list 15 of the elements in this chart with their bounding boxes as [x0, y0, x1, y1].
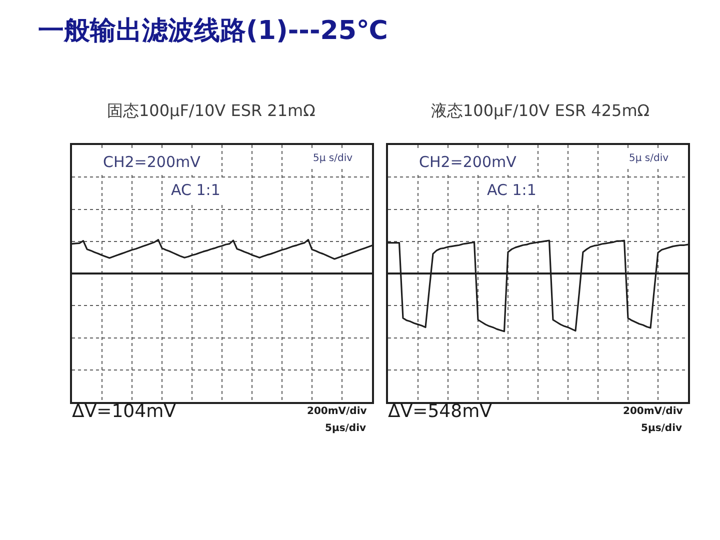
- text: 5μs/div: [325, 423, 367, 434]
- text: 一般输出滤波线路(1)---25℃: [38, 16, 388, 46]
- chart-title: 固态100μF/10V ESR 21mΩ: [107, 101, 316, 120]
- text: AC 1:1: [171, 181, 220, 199]
- text: 200mV/div: [623, 406, 684, 417]
- text: CH2=200mV: [103, 153, 202, 171]
- text: ΔV=104mV: [72, 401, 177, 422]
- text: 5μ s/div: [629, 153, 669, 164]
- text: 200mV/div: [307, 406, 368, 417]
- text: AC 1:1: [487, 181, 536, 199]
- text: 5μ s/div: [313, 153, 353, 164]
- text: ΔV=548mV: [388, 401, 493, 422]
- text: CH2=200mV: [419, 153, 518, 171]
- chart-title: 液态100μF/10V ESR 425mΩ: [431, 101, 650, 120]
- text: 5μs/div: [641, 423, 683, 434]
